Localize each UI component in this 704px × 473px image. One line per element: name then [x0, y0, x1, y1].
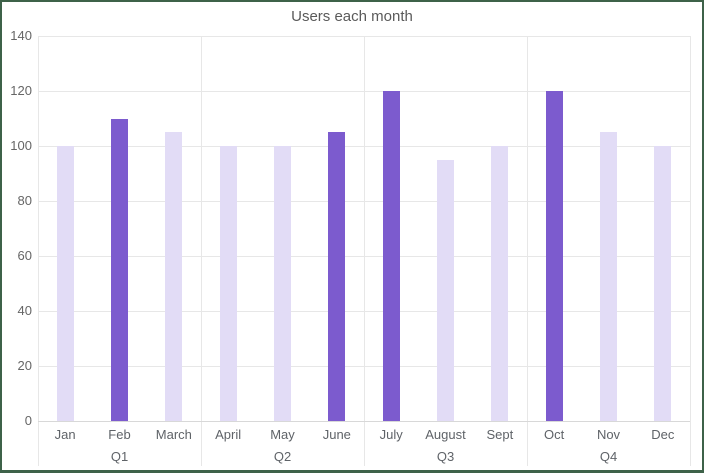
y-axis-tick-label: 140 [10, 28, 32, 43]
x-axis-quarter-label: Q2 [273, 449, 292, 464]
bar-august [437, 159, 454, 421]
y-axis-tick-label: 60 [17, 248, 32, 263]
x-axis-month-label: July [379, 427, 403, 442]
quarter-separator [201, 36, 202, 466]
bar-june [328, 132, 346, 421]
bar-march [165, 132, 183, 421]
y-axis-tick-label: 100 [10, 138, 32, 153]
x-axis-month-label: Jan [54, 427, 76, 442]
y-axis-tick-label: 120 [10, 83, 32, 98]
plot-right-border [690, 36, 691, 466]
bar-nov [600, 132, 617, 421]
y-axis-tick-label: 20 [17, 358, 32, 373]
x-axis-month-label: Feb [108, 427, 131, 442]
y-axis-tick-label: 0 [24, 413, 32, 428]
bar-dec [654, 146, 672, 421]
bar-july [382, 91, 400, 421]
x-axis-quarter-label: Q3 [436, 449, 455, 464]
x-axis-month-label: Sept [486, 427, 514, 442]
y-axis-tick-label: 40 [17, 303, 32, 318]
x-axis-month-label: Nov [596, 427, 621, 442]
x-axis-month-label: April [215, 427, 242, 442]
x-axis-quarter-label: Q4 [599, 449, 618, 464]
x-axis-line [38, 421, 690, 422]
bar-may [274, 146, 291, 421]
x-axis-month-label: June [322, 427, 351, 442]
bar-feb [111, 118, 128, 421]
bar-oct [545, 91, 563, 421]
y-axis-tick-label: 80 [17, 193, 32, 208]
x-axis-quarter-label: Q1 [110, 449, 129, 464]
x-axis-month-label: Oct [544, 427, 565, 442]
quarter-separator [364, 36, 365, 466]
quarter-separator [527, 36, 528, 466]
x-axis-month-label: March [155, 427, 192, 442]
x-axis-month-label: May [270, 427, 295, 442]
bar-april [219, 146, 237, 421]
chart-title: Users each month [291, 8, 413, 25]
y-axis-line [38, 36, 39, 466]
x-axis-month-label: Dec [651, 427, 675, 442]
bar-jan [56, 146, 74, 421]
x-axis-month-label: August [425, 427, 466, 442]
bar-sept [491, 146, 509, 421]
